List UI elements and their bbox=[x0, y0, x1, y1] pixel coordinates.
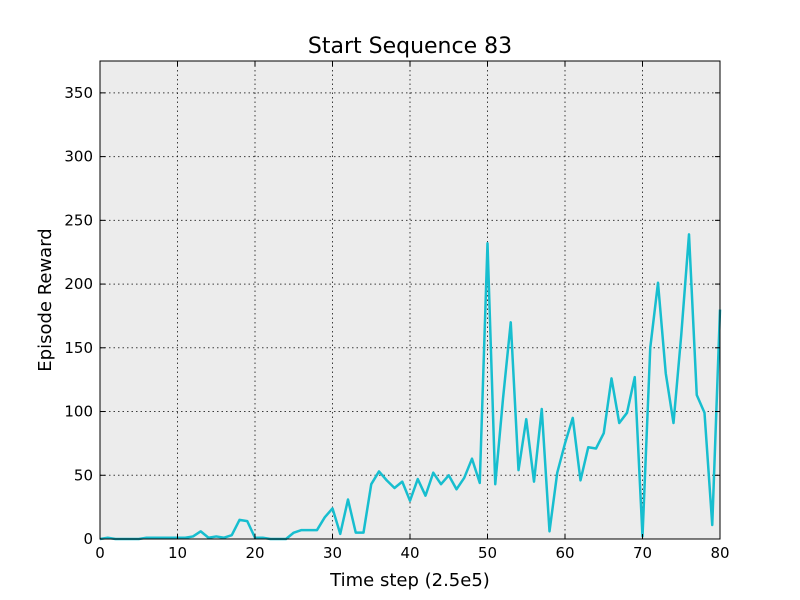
y-tick-label: 100 bbox=[64, 403, 93, 421]
x-tick-label: 10 bbox=[168, 544, 187, 562]
x-tick-label: 80 bbox=[710, 544, 729, 562]
x-tick-label: 20 bbox=[245, 544, 264, 562]
chart-title: Start Sequence 83 bbox=[308, 34, 512, 59]
x-tick-label: 70 bbox=[633, 544, 652, 562]
y-tick-label: 150 bbox=[64, 339, 93, 357]
series-line bbox=[99, 233, 722, 541]
y-tick-label: 200 bbox=[64, 275, 93, 293]
ticks bbox=[99, 61, 721, 540]
x-tick-label: 0 bbox=[95, 544, 105, 562]
x-tick-label: 60 bbox=[555, 544, 574, 562]
y-tick-label: 250 bbox=[64, 211, 93, 229]
x-tick-label: 40 bbox=[400, 544, 419, 562]
y-tick-label: 50 bbox=[74, 466, 93, 484]
x-axis-label: Time step (2.5e5) bbox=[329, 570, 490, 591]
y-axis-label: Episode Reward bbox=[35, 228, 56, 371]
y-tick-label: 300 bbox=[64, 148, 93, 166]
y-tick-label: 0 bbox=[83, 530, 93, 548]
x-tick-labels: 0 10 20 30 40 50 60 70 80 bbox=[95, 544, 729, 562]
y-tick-labels: 0 50 100 150 200 250 300 350 bbox=[64, 84, 93, 548]
y-tick-label: 350 bbox=[64, 84, 93, 102]
x-tick-label: 50 bbox=[478, 544, 497, 562]
x-tick-label: 30 bbox=[323, 544, 342, 562]
